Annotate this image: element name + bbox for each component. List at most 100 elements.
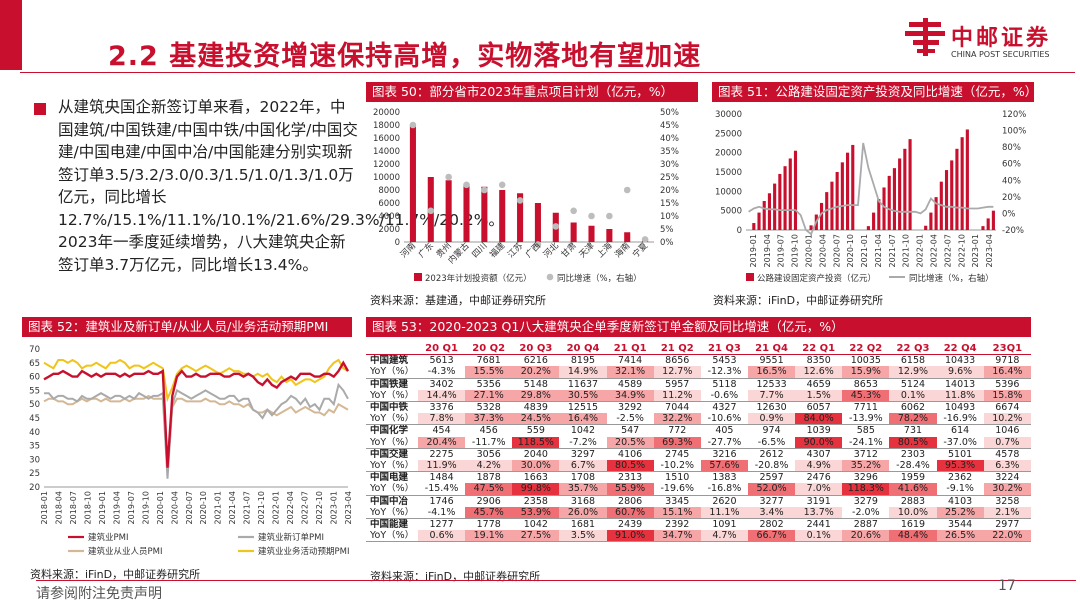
fig53-yoy-cell: 30.5% [559, 389, 607, 403]
fig53-value-cell: 7681 [476, 355, 501, 367]
fig51-plot: 0 5000 10000 15000 20000 25000 30000 -20% 0% 20% 4… [715, 110, 1026, 284]
fig53-yoy-cell: 7.8% [418, 413, 466, 426]
fig50-bar [517, 193, 524, 242]
slide-title: 2.2 基建投资增速保持高增，实物落地有望加速 [108, 41, 702, 72]
fig53-value-cell: 1042 [523, 519, 548, 531]
fig53-yoy-cell: 7.7% [747, 389, 796, 403]
fig51-left-tick-label: 20000 [715, 149, 742, 159]
fig52-x-tick-label: 2022-07 [301, 491, 310, 524]
fig53-yoy-cell: -37.0% [936, 436, 984, 449]
fig53-value-cell: 5124 [900, 378, 926, 390]
fig53-yoy-cell: 45.7% [465, 506, 513, 520]
fig52-legend-label: 建筑业业务活动预期PMI [258, 546, 349, 557]
fig50-header: 图表 50：部分省市2023年重点项目计划（亿元，%） [366, 82, 698, 102]
fig51-bar [944, 170, 949, 230]
fig53-value-row: 中国电建 1484 1878 1663 1708 2313 1510 1383 2597 2476… [366, 472, 1031, 484]
fig53-yoy-cell: 19.1% [465, 530, 513, 543]
fig53-source: 资料来源：iFinD，中邮证券研究所 [370, 570, 541, 583]
fig53-yoy-cell: -12.3% [700, 366, 748, 379]
fig53-value-cell: 4589 [618, 378, 643, 390]
fig53-value-cell: 547 [621, 425, 640, 437]
fig50-right-tick-label: 20% [660, 186, 679, 196]
fig52-x-tick-label: 2023-01 [330, 491, 339, 524]
fig52-y-tick-label: 50 [29, 400, 40, 410]
fig53-yoy-cell: 20.5% [606, 436, 654, 449]
company-logo: 中邮证券 CHINA POST SECURITIES [905, 16, 1075, 66]
fig53-value-cell: 2883 [900, 495, 926, 507]
fig53-value-cell: 1746 [429, 495, 454, 507]
fig50-growth-dot [623, 186, 631, 194]
fig52-y-tick-label: 55 [29, 386, 40, 396]
fig53-yoy-cell: 20.2% [512, 366, 560, 379]
fig53-value-cell: 559 [526, 425, 545, 437]
fig53-column-header: 22 Q3 [889, 343, 937, 356]
fig51-bar [887, 175, 891, 230]
fig53-value-cell: 614 [951, 425, 970, 437]
fig53-yoy-cell: 34.7% [653, 530, 701, 543]
fig53-yoy-cell: 27.5% [512, 530, 560, 543]
fig51-left-tick-label: 30000 [715, 110, 742, 120]
fig51-x-tick-label: 2019-04 [763, 234, 772, 267]
fig50-source: 资料来源：基建通，中邮证券研究所 [370, 294, 546, 307]
fig53-value-cell: 1042 [570, 425, 596, 437]
fig51-bar [846, 152, 850, 230]
fig53-yoy-cell: -16.9% [936, 413, 984, 426]
fig53-yoy-cell: 0.6% [418, 530, 466, 543]
fig53-value-cell: 3216 [712, 448, 737, 460]
fig51-x-tick-label: 2020-07 [832, 234, 841, 267]
fig53-yoy-cell: 16.4% [559, 413, 607, 426]
fig53-value-row: 中国中冶 1746 2906 2358 3168 2806 3345 2620 3277 3191… [366, 495, 1031, 507]
fig53-value-cell: 12533 [756, 378, 787, 390]
fig51-bar [793, 150, 798, 230]
fig51-right-tick-label: 0% [1002, 209, 1016, 219]
fig53-yoy-cell: 0.9% [747, 413, 796, 426]
fig51-bar [757, 212, 761, 230]
fig52-x-tick-label: 2020-04 [170, 491, 179, 524]
fig52-x-tick-label: 2018-10 [83, 491, 92, 524]
fig53-value-cell: 5396 [995, 378, 1020, 390]
fig50-bar [499, 190, 506, 242]
fig53-yoy-cell: -11.7% [465, 436, 513, 449]
fig53-yoy-cell: 10.2% [983, 413, 1031, 426]
fig53-yoy-cell: 6.7% [559, 460, 607, 473]
fig53-yoy-row: YoY（%） 14.4% 27.1% 29.8% 30.5% 34.9% 11.2% -0.6… [366, 389, 1031, 403]
fig53-yoy-cell: 1.5% [795, 389, 843, 403]
fig53-yoy-cell: 10.0% [889, 506, 937, 520]
fig51-x-tick-label: 2021-04 [874, 234, 883, 267]
fig50-bar [409, 125, 416, 242]
fig52-y-tick-label: 30 [29, 455, 40, 465]
fig51-bar [882, 187, 886, 230]
fig53-yoy-cell: 15.1% [653, 506, 701, 520]
fig53-yoy-cell: 48.4% [889, 530, 937, 543]
fig53-header: 图表 53：2020-2023 Q1八大建筑央企单季度新签订单金额及同比增速（亿… [366, 317, 1031, 337]
fig51-bar [877, 199, 881, 230]
fig53-yoy-cell: 15.5% [465, 366, 513, 379]
fig51-x-tick-label: 2022-01 [916, 234, 925, 267]
fig53-value-cell: 2313 [618, 472, 643, 484]
china-post-emblem-icon [905, 18, 945, 56]
fig53-value-cell: 2612 [759, 448, 784, 460]
fig53-value-cell: 1708 [570, 472, 596, 484]
fig53-value-cell: 8653 [853, 378, 878, 390]
fig52-x-tick-label: 2021-07 [243, 491, 252, 524]
fig53-yoy-row: YoY（%） 0.6% 19.1% 27.5% 3.5% 91.0% 34.7% 4.7% 66… [366, 530, 1031, 543]
fig51-x-tick-label: 2023-01 [971, 234, 980, 267]
fig53-value-cell: 7711 [853, 402, 878, 414]
fig53-column-header: 21 Q2 [653, 343, 701, 356]
fig51-bar [809, 225, 813, 230]
fig53-value-cell: 3345 [665, 495, 690, 507]
fig52-y-tick-label: 65 [29, 359, 40, 369]
fig53-value-cell: 6158 [900, 355, 926, 367]
fig53-value-row: 中国能建 1277 1778 1042 1681 2439 2392 1091 2802 2441… [366, 519, 1031, 531]
fig50-growth-dot [516, 197, 524, 204]
fig51-right-tick-label: 100% [1002, 127, 1026, 137]
fig51-bar [783, 166, 787, 230]
fig52-y-tick-label: 45 [29, 414, 40, 424]
fig53-value-row: 中国中铁 3376 5328 4839 12515 3292 7044 4327 12630 60… [366, 402, 1031, 414]
fig53-yoy-row: YoY（%） 11.9% 4.2% 30.0% 6.7% 80.5% -10.2% 57.6%… [366, 460, 1031, 473]
fig53-yoy-cell: 14.4% [418, 389, 466, 403]
fig53-value-cell: 2802 [759, 519, 784, 531]
fig50-left-tick-label: 12000 [373, 160, 400, 170]
fig50-left-tick-label: 14000 [373, 147, 400, 157]
fig51-source: 资料来源：iFinD，中邮证券研究所 [713, 294, 884, 307]
